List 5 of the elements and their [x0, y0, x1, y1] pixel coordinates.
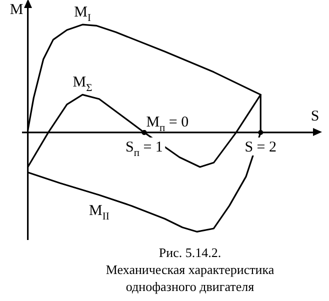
text: Рис. 5.14.2.	[158, 244, 222, 261]
x-tick-label: S = 2	[244, 139, 277, 156]
text: Механическая характеристика однофазного двигателя	[104, 261, 276, 295]
y-axis-title: M	[10, 2, 24, 18]
x-axis-title: S	[310, 108, 320, 124]
